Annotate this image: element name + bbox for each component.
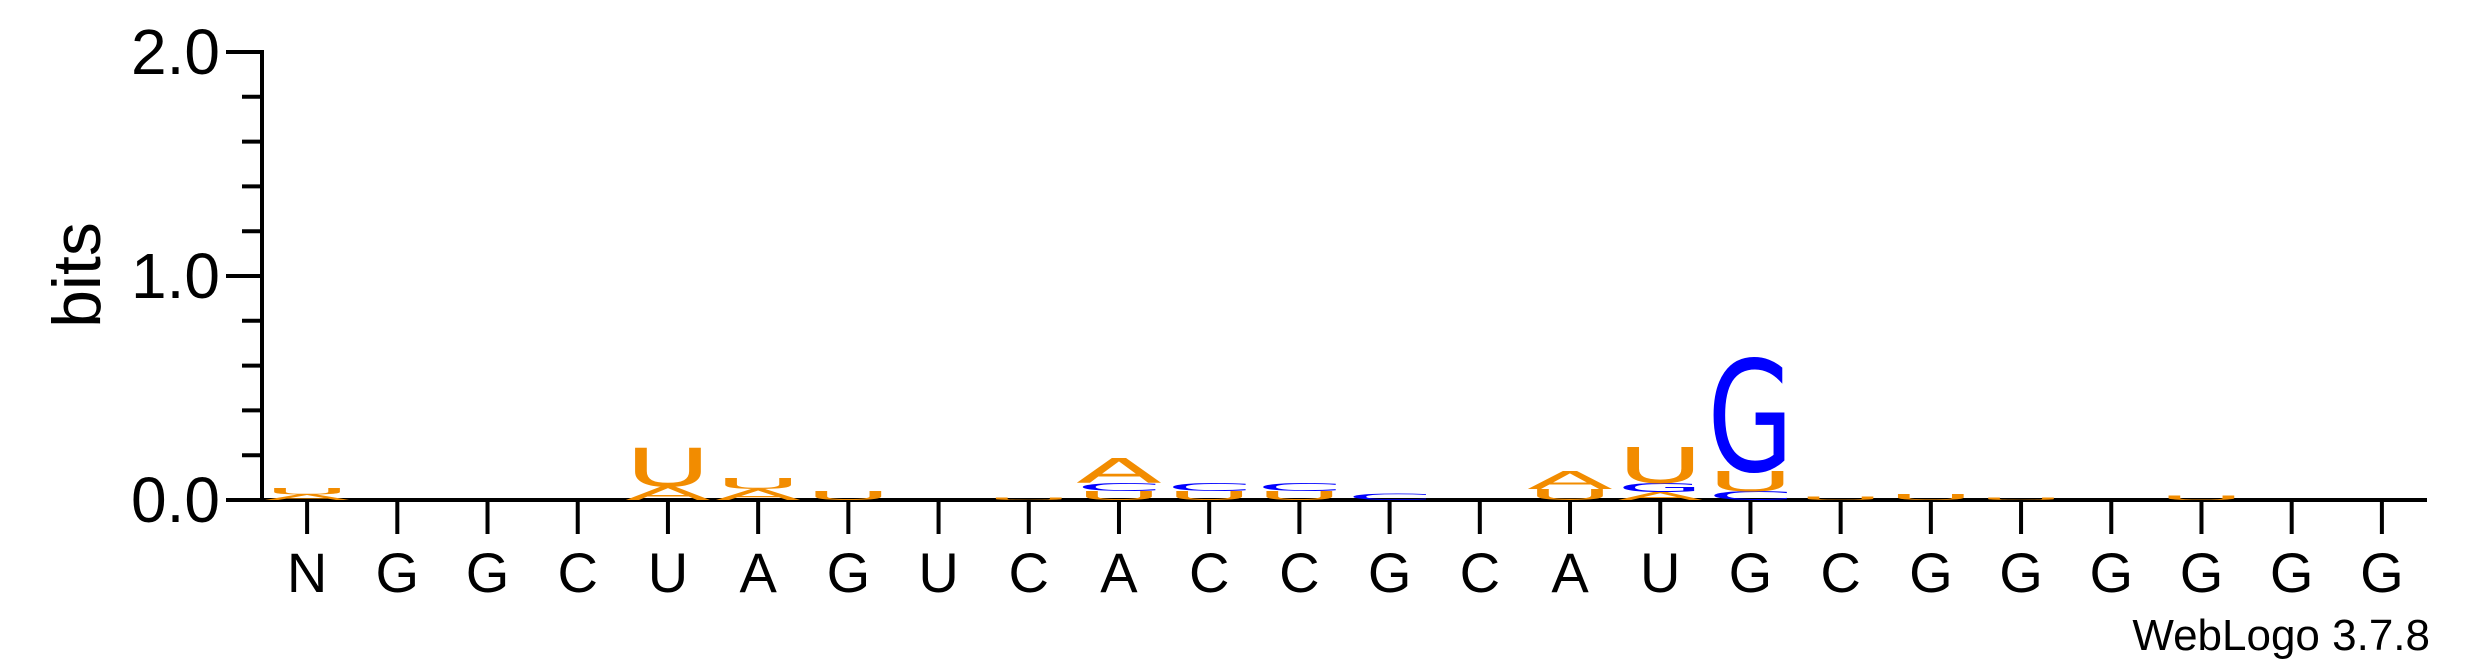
x-tick-label: C (1460, 541, 1500, 604)
x-tick-label: G (2180, 541, 2224, 604)
logo-glyph: U (1978, 497, 2064, 501)
x-tick-label: G (1909, 541, 1953, 604)
x-tick-label: G (376, 541, 420, 604)
logo-glyph: U (1798, 496, 1884, 501)
logo-glyph: U (1166, 489, 1252, 503)
x-tick-label: U (918, 541, 958, 604)
logo-glyph: U (986, 497, 1072, 501)
weblogo-credit: WebLogo 3.7.8 (2132, 611, 2430, 660)
y-tick-label: 1.0 (131, 240, 220, 312)
y-tick-label: 2.0 (131, 16, 220, 88)
x-tick-label: G (466, 541, 510, 604)
logo-glyph: C (1347, 491, 1433, 502)
logo-glyph: U (625, 438, 711, 499)
logo-glyph: U (1256, 489, 1342, 503)
logo-glyph: G (1617, 481, 1703, 495)
logo-glyph: G (1707, 329, 1793, 508)
x-tick-label: G (827, 541, 871, 604)
x-tick-label: U (1640, 541, 1680, 604)
logo-glyph: C (1256, 481, 1342, 494)
x-tick-label: U (648, 541, 688, 604)
logo-glyph: U (1076, 489, 1162, 503)
logo-glyph: U (805, 489, 891, 503)
logo-glyph: A (715, 486, 801, 504)
x-tick-label: N (287, 541, 327, 604)
logo-glyph: A (1527, 466, 1613, 494)
y-axis-label: bits (39, 222, 115, 328)
x-tick-label: A (1551, 541, 1589, 604)
logo-glyph: U (1527, 486, 1613, 504)
x-tick-label: A (739, 541, 777, 604)
x-tick-label: C (558, 541, 598, 604)
x-tick-label: C (1009, 541, 1049, 604)
logo-glyph: U (2158, 494, 2244, 501)
x-tick-label: G (1368, 541, 1412, 604)
logo-glyph: C (1076, 481, 1162, 494)
logo-glyph: U (1617, 438, 1703, 495)
logo-glyph: C (1166, 481, 1252, 494)
x-tick-label: C (1189, 541, 1229, 604)
logo-glyph: A (625, 483, 711, 504)
x-tick-label: C (1820, 541, 1860, 604)
logo-glyph: C (1707, 489, 1793, 503)
y-tick-label: 0.0 (131, 464, 220, 536)
x-tick-label: A (1100, 541, 1138, 604)
logo-glyph: U (1707, 466, 1793, 498)
x-tick-label: C (1279, 541, 1319, 604)
logo-glyph: U (715, 475, 801, 493)
x-tick-label: G (2270, 541, 2314, 604)
logo-glyph: A (1076, 452, 1162, 492)
logo-glyph: A (1617, 490, 1703, 502)
x-tick-label: G (2360, 541, 2404, 604)
logo-glyph: U (1888, 493, 1974, 502)
y-axis: 0.0 1.0 2.0 (131, 16, 264, 536)
x-tick-label: G (1999, 541, 2043, 604)
logo-glyph: U (264, 486, 350, 497)
x-tick-label: G (1729, 541, 1773, 604)
x-tick-label: G (2089, 541, 2133, 604)
logo-glyph: A (264, 493, 350, 502)
